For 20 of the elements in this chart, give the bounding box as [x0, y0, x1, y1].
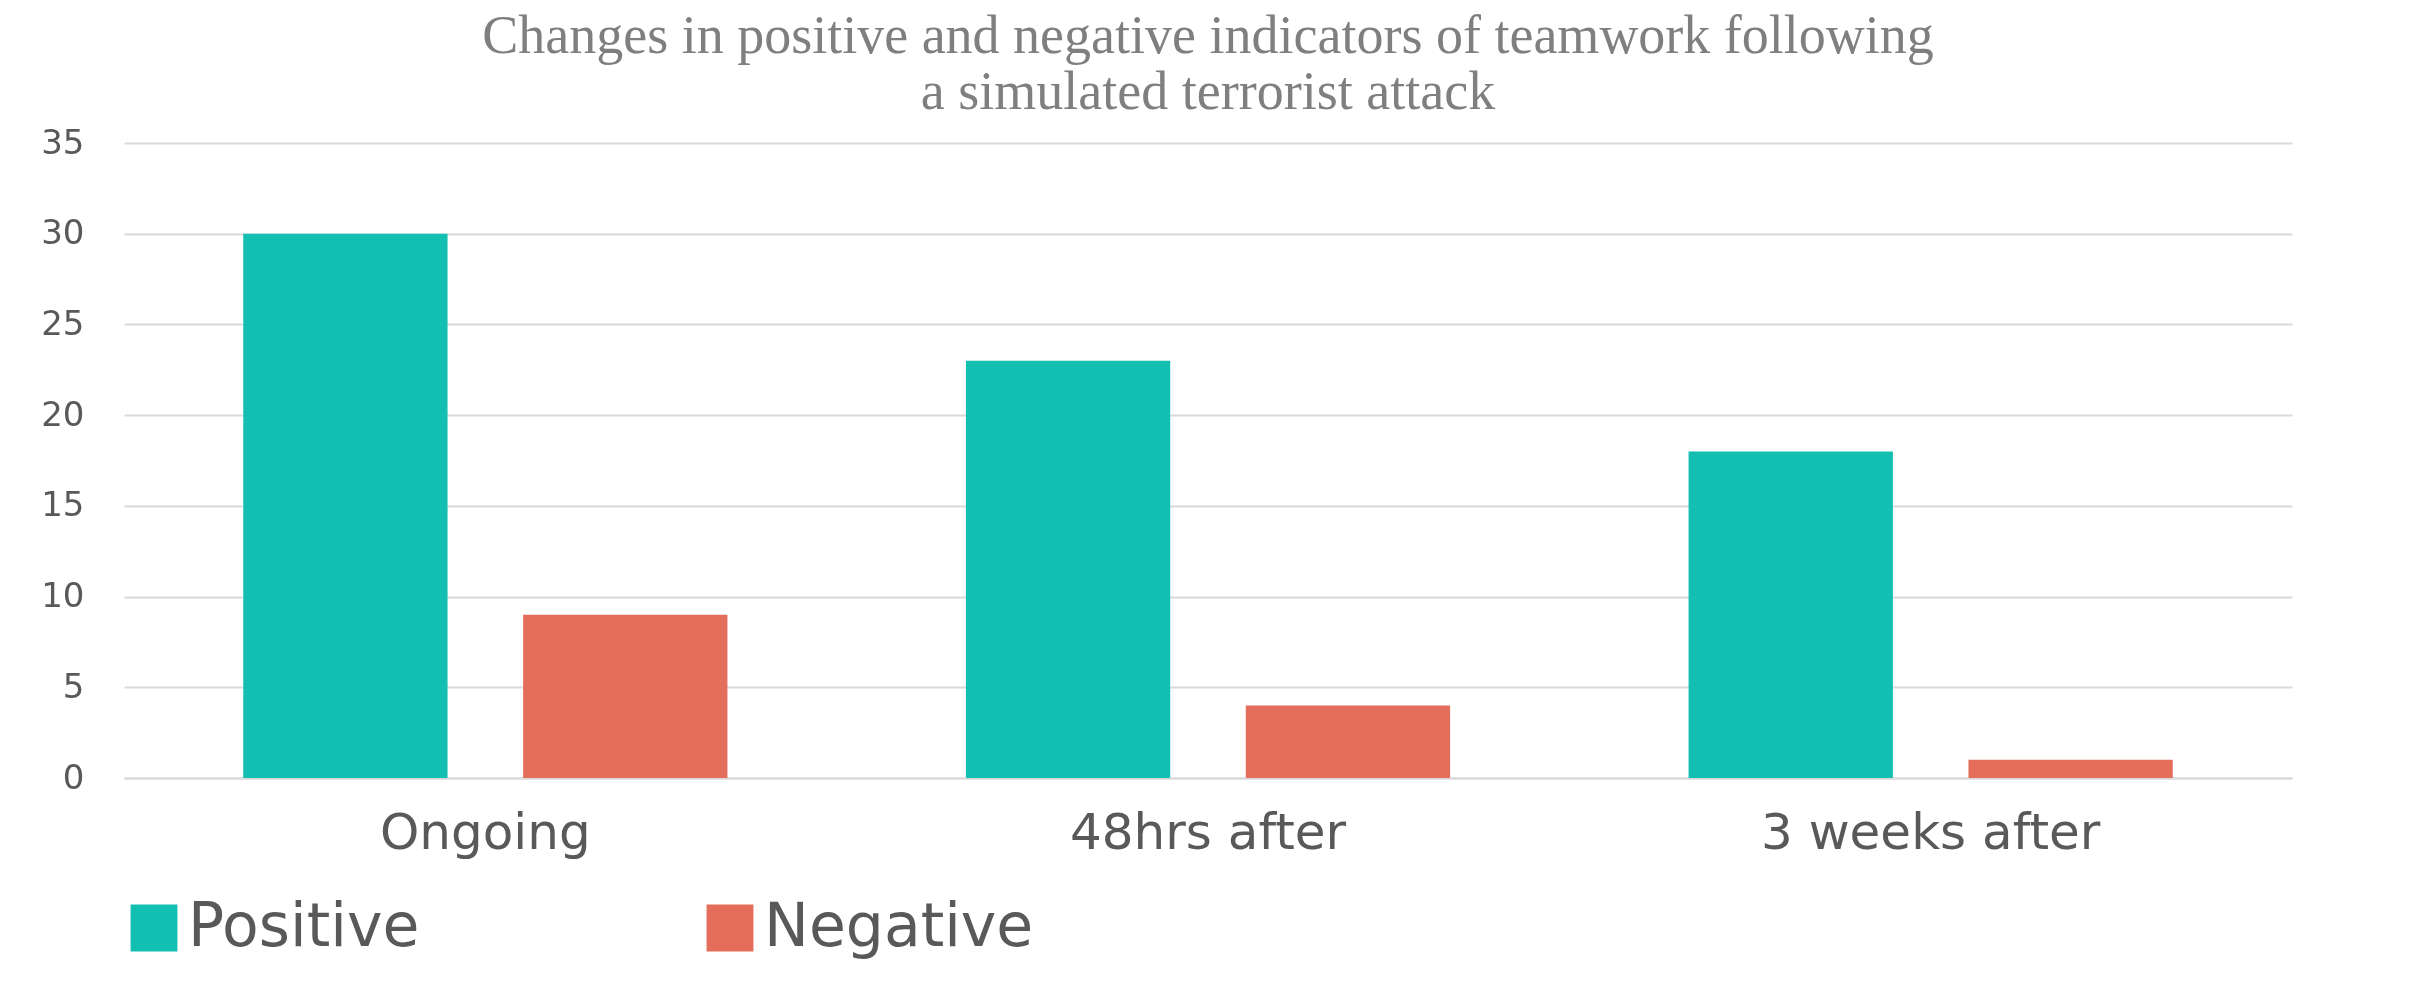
x-tick-label: 3 weeks after — [1761, 802, 2101, 861]
x-tick-label: 48hrs after — [1069, 802, 1347, 861]
y-tick-label: 0 — [62, 756, 85, 797]
legend-label: Positive — [188, 890, 420, 960]
y-tick-label: 25 — [41, 302, 85, 343]
x-tick-label: Ongoing — [379, 802, 591, 861]
bar — [1245, 705, 1451, 778]
y-tick-label: 5 — [62, 665, 85, 706]
bar — [523, 614, 728, 778]
bar — [1688, 451, 1893, 778]
y-tick-label: 20 — [41, 393, 85, 434]
y-tick-label: 30 — [41, 212, 85, 253]
bar — [1968, 759, 2173, 778]
y-tick-label: 35 — [41, 121, 85, 162]
y-tick-label: 10 — [41, 575, 85, 616]
y-tick-label: 15 — [41, 484, 85, 525]
chart-title: Changes in positive and negative indicators of teamwork following a simulated terrorist attack — [482, 5, 1934, 121]
legend-label: Negative — [764, 890, 1034, 960]
bar — [965, 360, 1171, 778]
bar — [243, 233, 448, 778]
